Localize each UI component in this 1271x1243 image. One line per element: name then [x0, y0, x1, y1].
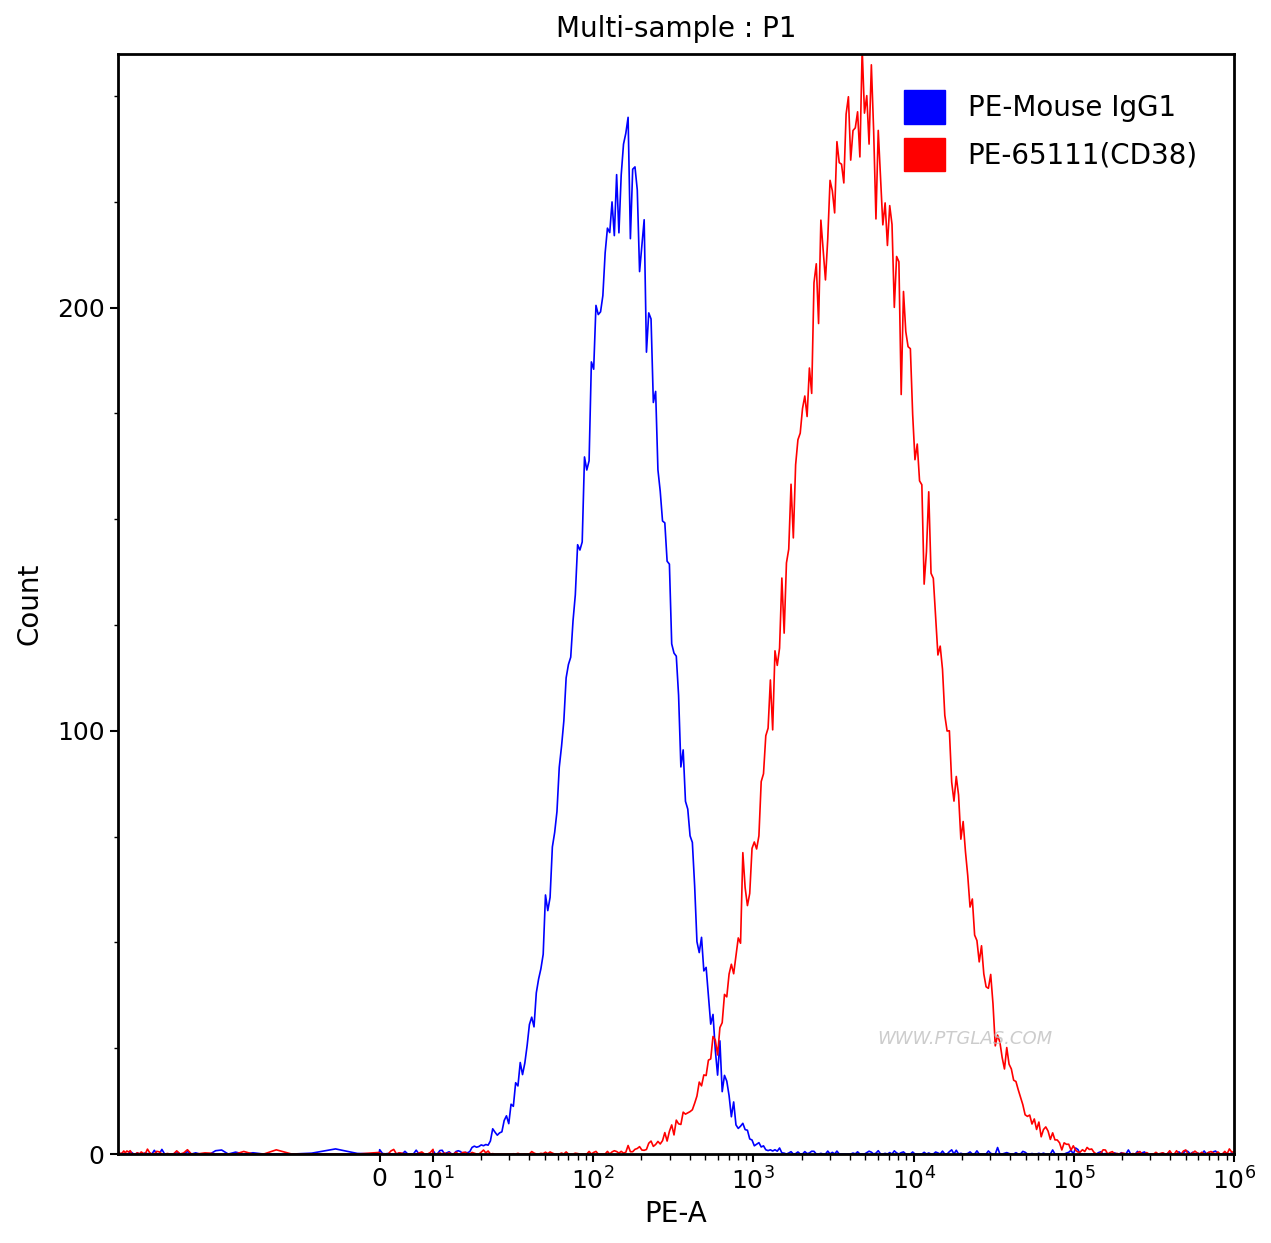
Legend: PE-Mouse IgG1, PE-65111(CD38): PE-Mouse IgG1, PE-65111(CD38) — [882, 67, 1220, 194]
Title: Multi-sample : P1: Multi-sample : P1 — [555, 15, 796, 44]
Text: WWW.PTGLAS.COM: WWW.PTGLAS.COM — [877, 1030, 1052, 1048]
X-axis label: PE-A: PE-A — [644, 1199, 707, 1228]
Y-axis label: Count: Count — [15, 563, 43, 645]
